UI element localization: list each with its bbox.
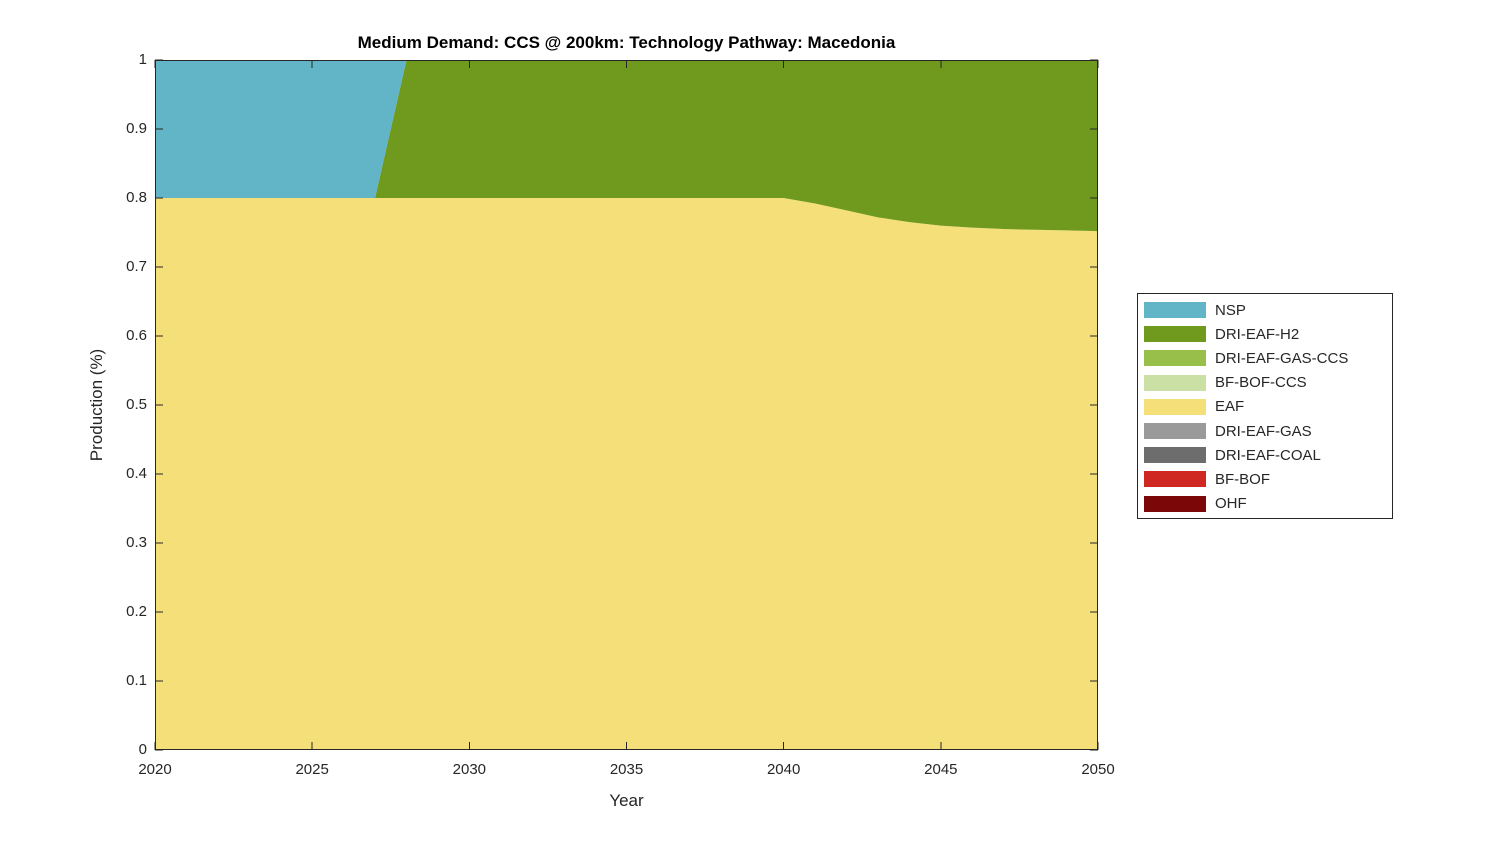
legend-label: DRI-EAF-H2 (1215, 325, 1300, 343)
legend-item-DRI-EAF-GAS: DRI-EAF-GAS (1138, 419, 1392, 443)
legend-swatch (1144, 374, 1206, 391)
y-tick-label: 1 (138, 51, 147, 68)
y-tick-label: 0.5 (126, 396, 147, 413)
plot-area (154, 59, 1099, 751)
y-tick-label: 0.9 (126, 120, 147, 137)
legend-item-NSP: NSP (1138, 298, 1392, 322)
plot-frame (155, 60, 1098, 750)
legend-item-BF-BOF: BF-BOF (1138, 467, 1392, 491)
legend-item-EAF: EAF (1138, 395, 1392, 419)
area-series-EAF (155, 198, 1098, 750)
legend-swatch (1144, 302, 1206, 319)
legend-item-BF-BOF-CCS: BF-BOF-CCS (1138, 371, 1392, 395)
legend-label: OHF (1215, 495, 1247, 513)
x-tick-label: 2045 (924, 761, 958, 778)
y-tick-label: 0 (138, 741, 147, 758)
x-tick-label: 2025 (295, 761, 329, 778)
legend-swatch (1144, 326, 1206, 343)
y-tick-label: 0.6 (126, 327, 147, 344)
legend-swatch (1144, 350, 1206, 367)
x-tick-label: 2040 (766, 761, 801, 778)
legend-swatch (1144, 447, 1206, 464)
legend-swatch (1144, 423, 1206, 440)
legend-item-DRI-EAF-GAS-CCS: DRI-EAF-GAS-CCS (1138, 346, 1392, 370)
legend-label: DRI-EAF-GAS (1215, 422, 1312, 440)
x-tick-label: 2035 (609, 761, 644, 778)
x-tick-label: 2030 (452, 761, 487, 778)
chart-title: Medium Demand: CCS @ 200km: Technology P… (357, 33, 896, 52)
legend-box: NSP DRI-EAF-H2 DRI-EAF-GAS-CCS BF-BOF-CCS EA… (1137, 293, 1393, 519)
area-series-NSP (155, 60, 1098, 198)
legend-item-OHF: OHF (1138, 492, 1392, 516)
y-tick-label: 0.2 (126, 603, 147, 620)
y-axis-label: Production (%) (87, 348, 106, 462)
legend-label: EAF (1215, 398, 1245, 416)
legend-swatch (1144, 471, 1206, 488)
area-series-DRI-EAF-H2 (155, 60, 1098, 232)
legend-label: NSP (1215, 301, 1246, 319)
x-tick-label: 2020 (138, 761, 172, 778)
stacked-area-chart (154, 59, 1099, 751)
y-tick-label: 0.3 (126, 534, 147, 551)
x-axis-label: Year (609, 791, 644, 810)
legend-swatch (1144, 495, 1206, 512)
y-tick-label: 0.4 (126, 465, 147, 482)
legend-label: DRI-EAF-GAS-CCS (1215, 349, 1349, 367)
legend-swatch (1144, 398, 1206, 415)
legend-label: DRI-EAF-COAL (1215, 446, 1321, 464)
y-tick-label: 0.7 (126, 258, 147, 275)
legend-label: BF-BOF-CCS (1215, 374, 1307, 392)
x-tick-label: 2050 (1081, 761, 1115, 778)
legend-item-DRI-EAF-H2: DRI-EAF-H2 (1138, 322, 1392, 346)
legend-label: BF-BOF (1215, 470, 1270, 488)
legend-item-DRI-EAF-COAL: DRI-EAF-COAL (1138, 443, 1392, 467)
y-tick-label: 0.8 (126, 189, 147, 206)
y-tick-label: 0.1 (126, 672, 147, 689)
